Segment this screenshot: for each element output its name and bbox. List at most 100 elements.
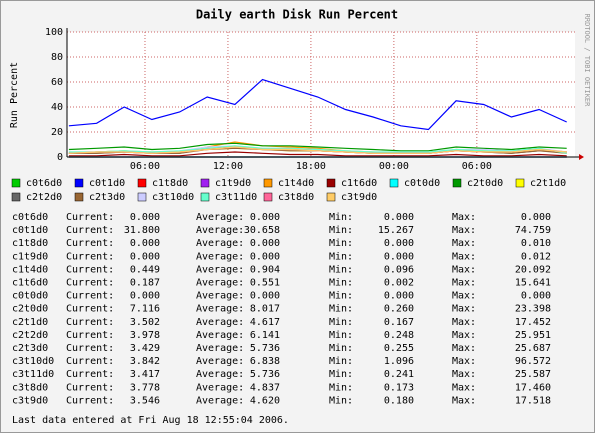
watermark: RRDTOOL / TOBI OETIKER bbox=[583, 14, 591, 108]
stat-value: 6.838 bbox=[250, 356, 280, 367]
stat-name: c2t1d0 bbox=[12, 317, 48, 328]
stat-label: Average: bbox=[196, 317, 244, 328]
legend-label: c1t4d0 bbox=[278, 178, 314, 189]
stat-label: Min: bbox=[329, 343, 353, 354]
x-tick-label: 00:00 bbox=[379, 161, 409, 172]
stat-label: Min: bbox=[329, 278, 353, 289]
stat-value: 25.687 bbox=[515, 343, 551, 354]
legend-swatch bbox=[11, 192, 21, 202]
stat-label: Current: bbox=[66, 238, 114, 249]
y-tick-label: 60 bbox=[51, 77, 63, 88]
stat-value: 15.267 bbox=[378, 225, 414, 236]
stat-label: Current: bbox=[66, 304, 114, 315]
stat-value: 0.187 bbox=[130, 278, 160, 289]
legend: c0t6d0 c0t1d0 c1t8d0 c1t9d0 c1t4d0 c1t6d0 c0t0… bbox=[11, 178, 566, 203]
legend-swatch bbox=[326, 192, 336, 202]
stat-value: 96.572 bbox=[515, 356, 551, 367]
stat-label: Max: bbox=[452, 395, 476, 406]
legend-label: c0t0d0 bbox=[404, 178, 440, 189]
stat-value: 0.551 bbox=[250, 278, 280, 289]
stat-value: 0.000 bbox=[250, 238, 280, 249]
stat-value: 5.736 bbox=[250, 343, 280, 354]
stat-name: c0t6d0 bbox=[12, 212, 48, 223]
stat-label: Min: bbox=[329, 251, 353, 262]
stats: c0t6d0 Current: 0.000 Average: 0.000 Min: 0.00… bbox=[12, 212, 551, 406]
stat-label: Current: bbox=[66, 251, 114, 262]
stat-value: 7.116 bbox=[130, 304, 160, 315]
stat-value: 0.096 bbox=[384, 264, 414, 275]
stat-value: 3.842 bbox=[130, 356, 160, 367]
stat-label: Average: bbox=[196, 304, 244, 315]
stat-name: c1t6d0 bbox=[12, 278, 48, 289]
series-line bbox=[68, 145, 567, 154]
stat-label: Min: bbox=[329, 212, 353, 223]
y-tick-label: 80 bbox=[51, 52, 63, 63]
stat-value: 0.000 bbox=[130, 251, 160, 262]
stat-name: c3t11d0 bbox=[12, 369, 54, 380]
stat-value: 6.141 bbox=[250, 330, 280, 341]
series-line bbox=[68, 151, 567, 157]
stat-value: 0.000 bbox=[384, 251, 414, 262]
stat-value: 0.904 bbox=[250, 264, 280, 275]
stat-label: Max: bbox=[452, 225, 476, 236]
stat-value: 30.658 bbox=[244, 225, 280, 236]
stat-value: 0.000 bbox=[130, 291, 160, 302]
stat-name: c2t0d0 bbox=[12, 304, 48, 315]
stat-name: c3t10d0 bbox=[12, 356, 54, 367]
stat-value: 17.452 bbox=[515, 317, 551, 328]
legend-swatch bbox=[74, 192, 84, 202]
stat-label: Average: bbox=[196, 330, 244, 341]
stat-value: 0.000 bbox=[384, 212, 414, 223]
legend-swatch bbox=[200, 178, 210, 188]
stat-label: Average: bbox=[196, 225, 244, 236]
stat-name: c1t4d0 bbox=[12, 264, 48, 275]
legend-label: c1t8d0 bbox=[152, 178, 188, 189]
stat-label: Max: bbox=[452, 238, 476, 249]
stat-label: Current: bbox=[66, 278, 114, 289]
legend-swatch bbox=[137, 192, 147, 202]
series-line bbox=[68, 142, 567, 152]
stat-value: 0.000 bbox=[250, 291, 280, 302]
legend-swatch bbox=[11, 178, 21, 188]
stat-label: Current: bbox=[66, 264, 114, 275]
stat-value: 0.000 bbox=[250, 251, 280, 262]
stat-value: 0.000 bbox=[130, 238, 160, 249]
stat-value: 1.096 bbox=[384, 356, 414, 367]
legend-swatch bbox=[326, 178, 336, 188]
stat-label: Current: bbox=[66, 291, 114, 302]
stat-value: 20.092 bbox=[515, 264, 551, 275]
stat-label: Min: bbox=[329, 330, 353, 341]
stat-label: Average: bbox=[196, 291, 244, 302]
legend-swatch bbox=[452, 178, 462, 188]
x-tick-label: 06:00 bbox=[130, 161, 160, 172]
stat-label: Current: bbox=[66, 395, 114, 406]
stat-value: 3.502 bbox=[130, 317, 160, 328]
stat-label: Min: bbox=[329, 356, 353, 367]
stat-value: 0.000 bbox=[130, 212, 160, 223]
legend-label: c1t6d0 bbox=[341, 178, 377, 189]
stat-label: Max: bbox=[452, 382, 476, 393]
legend-swatch bbox=[263, 192, 273, 202]
stat-value: 31.800 bbox=[124, 225, 160, 236]
stat-label: Current: bbox=[66, 330, 114, 341]
legend-label: c2t0d0 bbox=[467, 178, 503, 189]
legend-label: c3t8d0 bbox=[278, 192, 314, 203]
stat-value: 0.173 bbox=[384, 382, 414, 393]
axes: 0 20 40 60 80 100 06:00 12:00 18:00 00:00 06:00 bbox=[45, 27, 584, 172]
stat-label: Min: bbox=[329, 382, 353, 393]
stat-label: Min: bbox=[329, 264, 353, 275]
stat-label: Min: bbox=[329, 395, 353, 406]
stat-label: Average: bbox=[196, 238, 244, 249]
stat-value: 0.180 bbox=[384, 395, 414, 406]
stat-value: 0.010 bbox=[521, 238, 551, 249]
footer: Last data entered at Fri Aug 18 12:55:04… bbox=[12, 415, 289, 426]
stat-value: 74.759 bbox=[515, 225, 551, 236]
stat-label: Min: bbox=[329, 317, 353, 328]
stat-value: 0.260 bbox=[384, 304, 414, 315]
legend-label: c3t10d0 bbox=[152, 192, 194, 203]
stat-label: Average: bbox=[196, 212, 244, 223]
stat-value: 0.000 bbox=[384, 238, 414, 249]
stat-label: Average: bbox=[196, 395, 244, 406]
stat-value: 0.002 bbox=[384, 278, 414, 289]
